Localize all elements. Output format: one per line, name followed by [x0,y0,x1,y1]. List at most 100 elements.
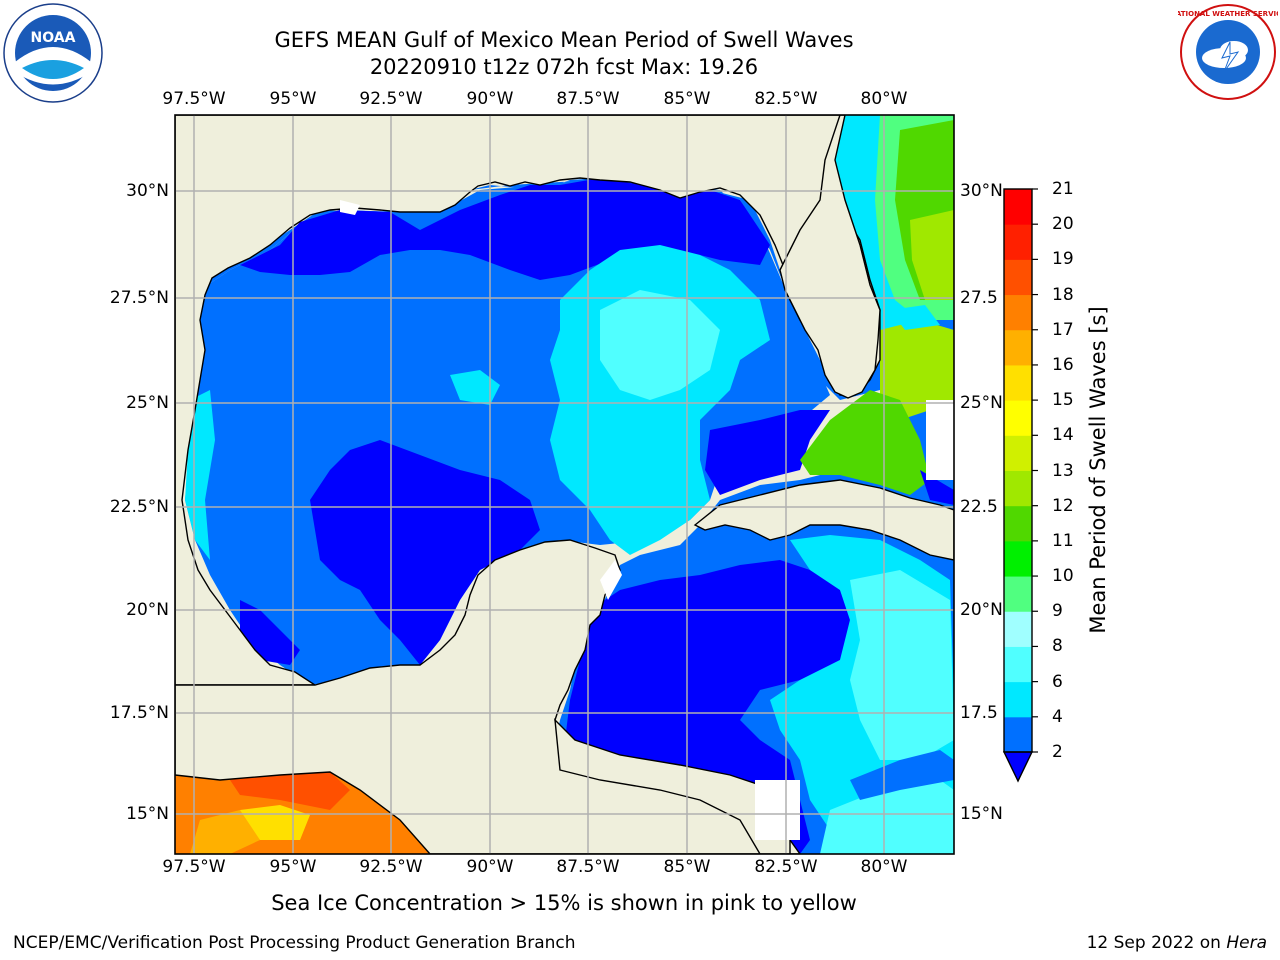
colorbar-segment [1004,646,1032,683]
colorbar-segment [1004,576,1032,612]
map-title: GEFS MEAN Gulf of Mexico Mean Period of … [274,28,854,52]
nws-logo-text: NATIONAL WEATHER SERVICE [1178,10,1278,18]
colorbar-tick-label: 12 [1052,495,1074,516]
west-cyan-patch [450,370,500,405]
colorbar-segment [1004,400,1032,436]
lat-label-right: 15°N [960,804,1003,824]
colorbar-segment [1004,505,1032,542]
lon-label-bottom: 90°W [466,857,514,877]
colorbar-title: Mean Period of Swell Waves [s] [1086,306,1110,634]
lat-label-left: 22.5°N [109,497,169,517]
east-dark-patch [705,410,830,495]
bahamas-green [880,320,954,420]
caribbean-deep-se [850,750,954,800]
map-subtitle: 20220910 t12z 072h fcst Max: 19.26 [369,55,759,79]
yucatan-coastal-gap [600,560,622,600]
lon-label-top: 97.5°W [162,89,226,109]
lon-label-top: 95°W [269,89,317,109]
lat-label-left: 17.5°N [109,703,169,723]
colorbar-segment [1004,364,1032,401]
colorbar-segment [1004,435,1032,471]
lon-label-top: 92.5°W [359,89,423,109]
lat-label-left: 27.5°N [109,288,169,308]
lon-label-top: 85°W [663,89,711,109]
colorbar-tick-label: 21 [1052,179,1074,199]
colorbar-tick-label: 4 [1052,706,1063,727]
nws-logo: NATIONAL WEATHER SERVICE [1178,4,1278,100]
central-america-land [554,718,791,854]
lon-label-bottom: 97.5°W [162,857,226,877]
colorbar-ticks [1032,188,1038,753]
date-line: 12 Sep 2022 on Hera [1087,933,1267,953]
atlantic-yellow-green [910,210,954,300]
lon-label-bottom: 85°W [663,857,711,877]
lat-label-right: 30°N [960,181,1003,201]
honduras-coastal-gap [755,780,800,840]
florida-straits-green [800,390,930,495]
lat-label-left: 25°N [126,393,169,413]
colorbar-tick-label: 13 [1052,460,1074,481]
colorbar-segment [1004,224,1032,260]
colorbar-tick-label: 14 [1052,425,1074,446]
date-machine: Hera [1226,933,1267,953]
central-light-cyan [600,290,720,400]
lat-label-right: 20°N [960,600,1003,620]
map-gridlines [175,115,954,854]
lon-label-top: 90°W [466,89,514,109]
noaa-logo-text: NOAA [31,30,76,46]
colorbar-tick-label: 9 [1052,601,1063,622]
lon-label-top: 87.5°W [556,89,620,109]
pacific-light-orange [190,810,260,854]
lon-label-bottom: 87.5°W [556,857,620,877]
colorbar-tick-label: 8 [1052,636,1063,657]
caribbean-southeast [820,780,954,854]
colorbar-tick-label: 18 [1052,284,1074,305]
noaa-logo: NOAA [3,3,103,103]
colorbar-segments [1004,189,1032,753]
colorbar-tick-label: 16 [1052,354,1074,375]
colorbar-segment [1004,716,1032,753]
lon-label-top: 80°W [860,89,908,109]
colorbar-tick-label: 15 [1052,390,1074,411]
bahamas-cyan [890,305,940,330]
colorbar-tick-label: 6 [1052,671,1063,692]
colorbar-tick-label: 11 [1052,530,1074,551]
colorbar-segment [1004,540,1032,577]
colorbar-tick-label: 10 [1052,566,1074,587]
bahamas-gap [926,400,954,480]
north-dark-band [240,178,770,280]
lon-label-bottom: 92.5°W [359,857,423,877]
lon-label-bottom: 82.5°W [754,857,818,877]
west-central-dark [310,440,540,665]
colorbar-segment [1004,470,1032,507]
date-prefix: 12 Sep 2022 on [1086,933,1221,953]
colorbar-tick-label: 20 [1052,214,1074,235]
colorbar-segment [1004,329,1032,366]
colorbar-extend-triangle [1002,751,1034,783]
colorbar-segment [1004,259,1032,296]
cuba-land [693,479,954,561]
lat-label-right: 27.5 [960,288,998,308]
lat-label-left: 30°N [126,181,169,201]
colorbar-segment [1004,611,1032,647]
lat-label-right: 22.5 [960,497,998,517]
lon-label-bottom: 95°W [269,857,317,877]
florida-keys-gap [340,200,360,215]
colorbar-tick-label: 17 [1052,319,1074,340]
florida-land [779,115,881,399]
southwest-dark [240,600,300,665]
lat-label-left: 15°N [126,804,169,824]
lon-label-top: 82.5°W [754,89,818,109]
pacific-red [230,772,350,810]
credit-line: NCEP/EMC/Verification Post Processing Pr… [13,933,576,953]
lat-label-right: 17.5 [960,703,998,723]
map-frame [174,114,955,855]
lon-label-bottom: 80°W [860,857,908,877]
colorbar-tick-label: 2 [1052,742,1063,762]
lat-label-left: 20°N [126,600,169,620]
colorbar-segment [1004,294,1032,331]
lat-label-right: 25°N [960,393,1003,413]
sea-ice-caption: Sea Ice Concentration > 15% is shown in … [271,891,857,915]
